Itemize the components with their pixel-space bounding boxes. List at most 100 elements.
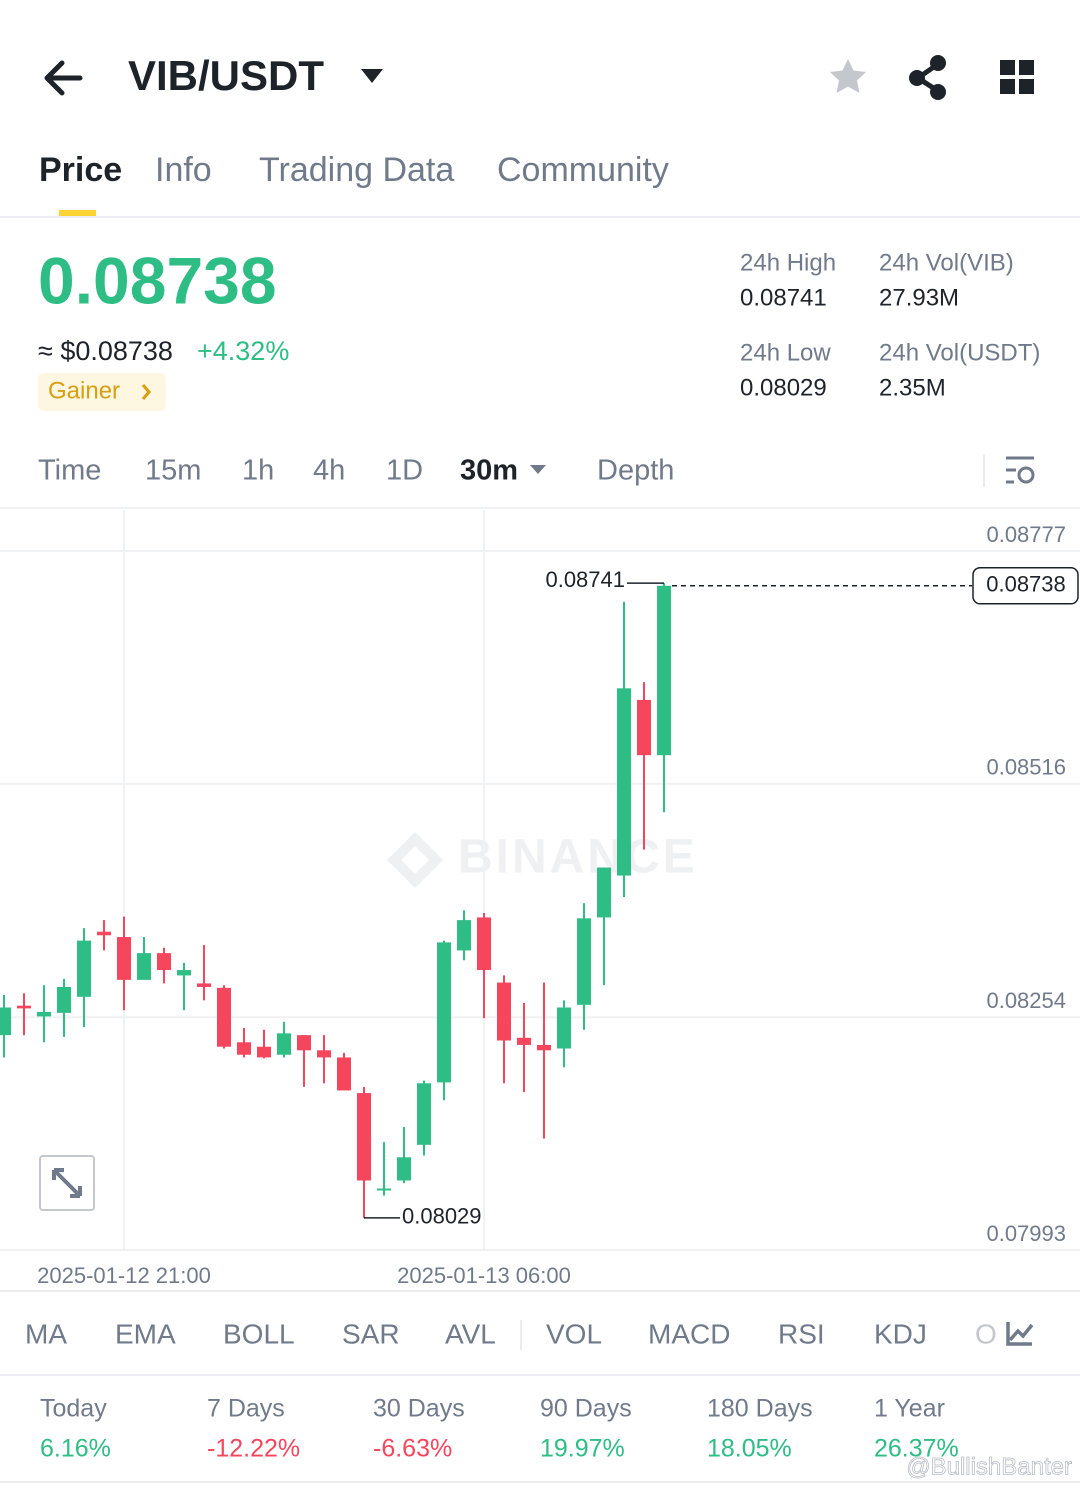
back-button[interactable] — [44, 60, 83, 96]
credit: @BullishBanter — [906, 1453, 1072, 1480]
pair-title[interactable]: VIB/USDT — [128, 52, 324, 99]
stat-label: 24h Vol(VIB) — [879, 249, 1014, 276]
tab[interactable]: Trading Data — [259, 151, 454, 189]
period: Today — [40, 1395, 107, 1423]
period-change: 26.37% — [874, 1435, 959, 1463]
interval[interactable]: 30m — [460, 455, 518, 487]
last-price-label: 0.08738 — [986, 572, 1066, 597]
usd-price: ≈ $0.08738 — [38, 336, 173, 366]
candle-body — [337, 1057, 351, 1091]
candle-body — [517, 1037, 531, 1045]
indicator[interactable]: BOLL — [223, 1318, 295, 1349]
watermark-logo — [387, 832, 443, 888]
candle-body — [397, 1157, 411, 1181]
indicator-settings-icon[interactable] — [1006, 1322, 1034, 1346]
stat-value: 27.93M — [879, 284, 959, 311]
candle-body — [57, 986, 71, 1013]
candle-body — [437, 942, 451, 1083]
badge-bg[interactable] — [38, 373, 166, 411]
back-icon — [44, 60, 83, 96]
tab[interactable]: Price — [39, 151, 122, 189]
indicator[interactable]: O — [975, 1318, 997, 1349]
candle-body — [637, 699, 651, 756]
stat-value: 0.08741 — [740, 284, 827, 311]
indicator[interactable]: VOL — [546, 1318, 602, 1349]
indicator[interactable]: MA — [25, 1318, 67, 1349]
candle-body — [37, 1011, 51, 1017]
interval[interactable]: 15m — [145, 455, 201, 487]
candle-body — [457, 920, 471, 951]
grid-icon[interactable] — [1000, 60, 1034, 94]
y-tick-label: 0.07993 — [986, 1221, 1066, 1246]
candle-body — [497, 982, 511, 1041]
low-label: 0.08029 — [402, 1204, 482, 1229]
candle-body — [317, 1050, 331, 1058]
period-change: -6.63% — [373, 1435, 452, 1463]
candle-body — [377, 1188, 391, 1191]
tab-underline — [59, 210, 96, 216]
period: 30 Days — [373, 1395, 465, 1423]
high-label: 0.08741 — [545, 567, 625, 592]
price-change: +4.32% — [197, 336, 289, 366]
watermark: BINANCE — [458, 831, 698, 884]
candle-body — [537, 1044, 551, 1051]
interval[interactable]: 1h — [242, 455, 274, 487]
candle-body — [557, 1007, 571, 1049]
last-price: 0.08738 — [38, 243, 277, 317]
tab[interactable]: Info — [155, 151, 212, 189]
period-change: 6.16% — [40, 1435, 111, 1463]
interval[interactable]: Depth — [597, 455, 674, 487]
period-change: 18.05% — [707, 1435, 792, 1463]
interval[interactable]: 1D — [386, 455, 423, 487]
chart-settings-icon[interactable] — [1006, 456, 1035, 484]
share-icon[interactable] — [909, 55, 946, 100]
candle-body — [237, 1042, 251, 1055]
last-price-tag — [972, 567, 1079, 605]
candle-body — [597, 867, 611, 918]
badge[interactable]: Gainer — [48, 377, 120, 404]
x-tick-label: 2025-01-13 06:00 — [397, 1263, 571, 1288]
candle-body — [197, 983, 211, 987]
candle-body — [0, 1007, 11, 1036]
candle-body — [297, 1035, 311, 1051]
indicator[interactable]: MACD — [648, 1318, 730, 1349]
candle-body — [17, 1005, 31, 1009]
expand-button[interactable] — [39, 1155, 95, 1211]
candle-body — [477, 917, 491, 971]
indicator[interactable]: SAR — [342, 1318, 400, 1349]
candle-body — [257, 1046, 271, 1058]
stat-value: 0.08029 — [740, 374, 827, 401]
tab[interactable]: Community — [497, 151, 669, 189]
candlestick-chart: BINANCE 2025-01-12 21:00 2025-01-13 06:00 0… — [0, 510, 1080, 1288]
favorite-icon[interactable] — [830, 59, 866, 93]
candle-body — [577, 918, 591, 1005]
candle-body — [117, 937, 131, 980]
indicator[interactable]: KDJ — [874, 1318, 927, 1349]
period-change: 19.97% — [540, 1435, 625, 1463]
dropdown-icon[interactable] — [361, 69, 383, 83]
y-tick-label: 0.08254 — [986, 988, 1066, 1013]
stat-label: 24h Vol(USDT) — [879, 339, 1040, 366]
interval[interactable]: Time — [38, 455, 101, 487]
candle-body — [217, 987, 231, 1047]
interval-dropdown[interactable] — [530, 465, 546, 474]
y-tick-label: 0.08777 — [986, 522, 1066, 547]
indicator[interactable]: EMA — [115, 1318, 176, 1349]
period: 1 Year — [874, 1395, 945, 1423]
indicator[interactable]: RSI — [778, 1318, 825, 1349]
candle-body — [617, 688, 631, 876]
stat-label: 24h Low — [740, 339, 831, 366]
candle-body — [97, 931, 111, 936]
candle-body — [417, 1083, 431, 1145]
candle-body — [177, 970, 191, 976]
candle-body — [657, 585, 671, 756]
stat-label: 24h High — [740, 249, 836, 276]
period: 7 Days — [207, 1395, 285, 1423]
y-tick-label: 0.08516 — [986, 755, 1066, 780]
indicator[interactable]: AVL — [445, 1318, 496, 1349]
period: 180 Days — [707, 1395, 813, 1423]
interval[interactable]: 4h — [313, 455, 345, 487]
x-tick-label: 2025-01-12 21:00 — [37, 1263, 211, 1288]
